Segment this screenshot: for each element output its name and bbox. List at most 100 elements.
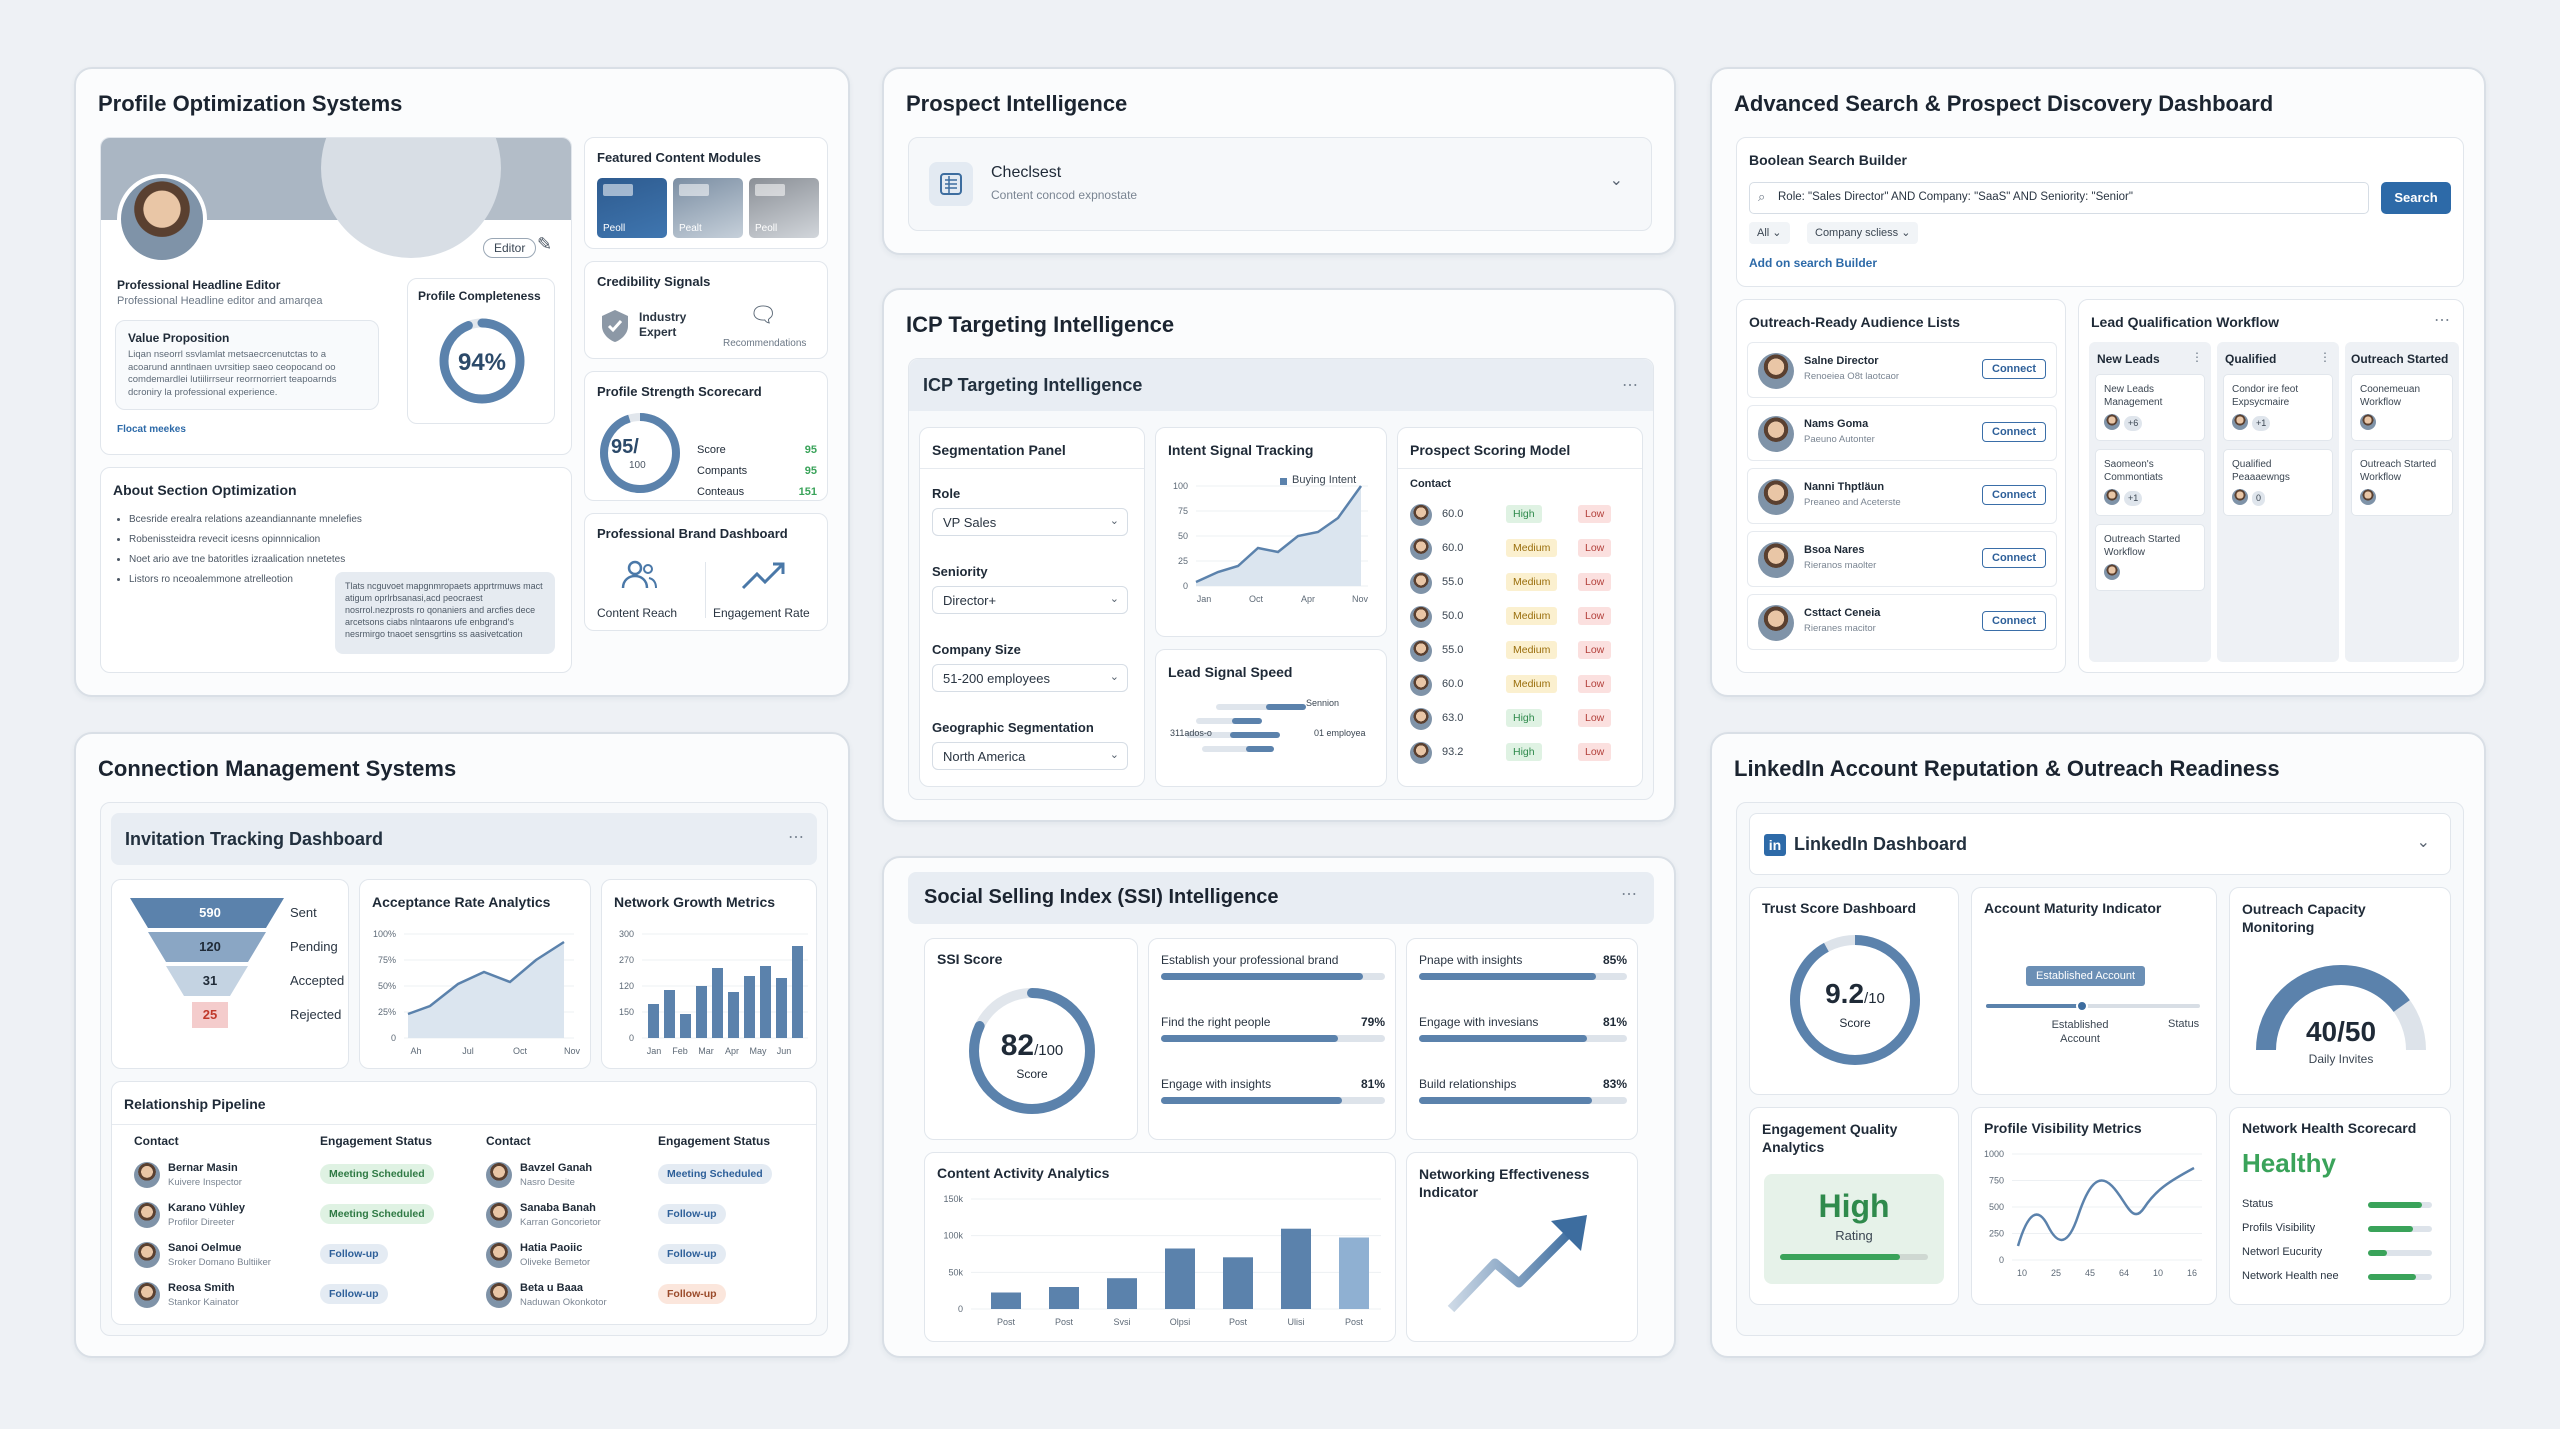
col-more-icon[interactable]: ⋮ bbox=[2191, 350, 2203, 364]
visibility-card: Profile Visibility Metrics 1000 750 500 250… bbox=[1971, 1107, 2217, 1305]
status-badge: Follow-up bbox=[320, 1284, 388, 1304]
x-tick: Nov bbox=[1352, 594, 1369, 604]
kanban-card-text: Outreach Started Workflow bbox=[2104, 534, 2181, 558]
table-row[interactable]: Beta u Baaa Naduwan Okonkotor Follow-up bbox=[486, 1278, 806, 1318]
seg-title: Segmentation Panel bbox=[932, 442, 1066, 458]
kanban-card[interactable]: New Leads Management +6 bbox=[2095, 374, 2205, 441]
value-link[interactable]: Flocat meekes bbox=[117, 424, 186, 435]
editor-badge[interactable]: Editor bbox=[483, 238, 537, 258]
growth-bar bbox=[712, 968, 723, 1038]
search-button[interactable]: Search bbox=[2381, 182, 2451, 214]
pipeline-title: Relationship Pipeline bbox=[124, 1096, 266, 1112]
table-row[interactable]: Karano Vühley Profilor Direeter Meeting Sc… bbox=[134, 1198, 474, 1238]
connect-button[interactable]: Connect bbox=[1982, 422, 2046, 442]
table-row[interactable]: Sanaba Banah Karran Goncorietor Follow-up bbox=[486, 1198, 806, 1238]
search-input[interactable]: ⌕ Role: "Sales Director" AND Company: "S… bbox=[1749, 182, 2369, 214]
more-options-icon[interactable]: ⋯ bbox=[1622, 377, 1639, 394]
kanban-card[interactable]: Coonemeuan Workflow bbox=[2351, 374, 2453, 441]
featured-thumbnail[interactable]: Pealt bbox=[673, 178, 743, 238]
seniority-select[interactable]: Director+ ⌄ bbox=[932, 586, 1128, 614]
scoring-row[interactable]: 60.0 High Low bbox=[1410, 500, 1634, 534]
more-options-icon[interactable]: ⋯ bbox=[788, 829, 805, 846]
avatar bbox=[1410, 674, 1432, 696]
connect-button[interactable]: Connect bbox=[1982, 359, 2046, 379]
seg-divider bbox=[920, 468, 1144, 469]
connect-button[interactable]: Connect bbox=[1982, 485, 2046, 505]
kanban-card[interactable]: Outreach Started Workflow bbox=[2351, 449, 2453, 516]
featured-thumbnail[interactable]: Peoll bbox=[597, 178, 667, 238]
ssi-score-label: Score bbox=[1016, 1067, 1048, 1081]
table-row[interactable]: Reosa Smith Stankor Kainator Follow-up bbox=[134, 1278, 474, 1318]
table-row[interactable]: Sanoi Oelmue Sroker Domano Bultiiker Follo… bbox=[134, 1238, 474, 1278]
ssi-metric-value: 81% bbox=[1602, 1015, 1627, 1029]
kanban-card[interactable]: Saomeon's Commontiats +1 bbox=[2095, 449, 2205, 516]
scoring-divider bbox=[1398, 468, 1642, 469]
maturity-knob[interactable] bbox=[2076, 1000, 2088, 1012]
scoring-row[interactable]: 60.0 Medium Low bbox=[1410, 534, 1634, 568]
col-more-icon[interactable]: ⋮ bbox=[2319, 350, 2331, 364]
speed-bars bbox=[1156, 696, 1388, 776]
scoring-row[interactable]: 50.0 Medium Low bbox=[1410, 602, 1634, 636]
invitation-tracking-card: Invitation Tracking Dashboard ⋯ 590 Sent 1… bbox=[100, 802, 828, 1336]
chevron-down-icon: ⌄ bbox=[1109, 749, 1119, 761]
table-row[interactable]: Hatia Paoiic Oliveke Bemetor Follow-up bbox=[486, 1238, 806, 1278]
kanban-card[interactable]: Outreach Started Workflow bbox=[2095, 524, 2205, 591]
table-row[interactable]: Bernar Masin Kuivere Inspector Meeting Sch… bbox=[134, 1158, 474, 1198]
filter-company[interactable]: Company scliess ⌄ bbox=[1807, 222, 1919, 244]
avatar bbox=[1758, 605, 1794, 641]
avatar bbox=[134, 1282, 160, 1308]
kanban-card[interactable]: Condor ire feot Expsycmaire +1 bbox=[2223, 374, 2333, 441]
featured-label: Pealt bbox=[679, 223, 702, 234]
geo-select[interactable]: North America ⌄ bbox=[932, 742, 1128, 770]
score-value: 93.2 bbox=[1442, 746, 1464, 758]
more-options-icon[interactable]: ⋯ bbox=[1621, 886, 1638, 903]
maturity-track bbox=[1986, 1004, 2200, 1008]
kanban-card[interactable]: Qualified Peaaaewngs 0 bbox=[2223, 449, 2333, 516]
strength-title: Profile Strength Scorecard bbox=[597, 384, 762, 399]
panel-title: ICP Targeting Intelligence bbox=[906, 312, 1175, 337]
profile-avatar[interactable] bbox=[117, 174, 207, 264]
size-select[interactable]: 51-200 employees ⌄ bbox=[932, 664, 1128, 692]
about-bullet: Noet ario ave tne batoritles izraalicati… bbox=[129, 550, 429, 570]
more-options-icon[interactable]: ⋯ bbox=[2434, 312, 2451, 329]
col2-title: Qualified bbox=[2225, 352, 2277, 366]
about-bullet: Bcesride erealra relations azeandiannant… bbox=[129, 510, 429, 530]
activity-bar bbox=[1107, 1278, 1137, 1309]
level-badge: Medium bbox=[1506, 573, 1558, 591]
size-label: Company Size bbox=[932, 642, 1021, 657]
scoring-rows: 60.0 High Low 60.0 Medium Low 55.0 Medium Low 50.… bbox=[1410, 500, 1634, 772]
activity-card: Content Activity Analytics 150k 100k 50k 0 P… bbox=[924, 1152, 1396, 1342]
chevron-down-icon[interactable]: ⌄ bbox=[2416, 834, 2430, 851]
add-builder-link[interactable]: Add on search Builder bbox=[1749, 256, 1878, 270]
scoring-row[interactable]: 63.0 High Low bbox=[1410, 704, 1634, 738]
score-value: 63.0 bbox=[1442, 712, 1464, 724]
prospect-item[interactable]: Checlsest Content concod expnostate ⌄ bbox=[908, 137, 1652, 231]
geo-label: Geographic Segmentation bbox=[932, 720, 1094, 735]
chevron-down-icon[interactable]: ⌄ bbox=[1609, 172, 1623, 189]
linkedin-dashboard-bar[interactable]: in LinkedIn Dashboard ⌄ bbox=[1749, 813, 2451, 875]
connect-button[interactable]: Connect bbox=[1982, 548, 2046, 568]
scoring-row[interactable]: 55.0 Medium Low bbox=[1410, 568, 1634, 602]
speed-track bbox=[1202, 746, 1262, 752]
search-icon: ⌕ bbox=[1758, 189, 1766, 204]
brand-dashboard-card: Professional Brand Dashboard Content Rea… bbox=[584, 513, 828, 631]
role-select[interactable]: VP Sales ⌄ bbox=[932, 508, 1128, 536]
y-tick: 25 bbox=[1178, 556, 1188, 566]
health-fill bbox=[2368, 1274, 2416, 1280]
avatar bbox=[134, 1202, 160, 1228]
scoring-row[interactable]: 60.0 Medium Low bbox=[1410, 670, 1634, 704]
funnel-label: Pending bbox=[290, 939, 338, 954]
speed-track bbox=[1216, 704, 1296, 710]
level-badge: Medium bbox=[1506, 641, 1558, 659]
y-tick: 750 bbox=[1989, 1176, 2004, 1186]
pencil-icon[interactable]: ✎ bbox=[537, 234, 553, 254]
maturity-badge: Established Account bbox=[2026, 966, 2146, 986]
scoring-row[interactable]: 93.2 High Low bbox=[1410, 738, 1634, 772]
connect-button[interactable]: Connect bbox=[1982, 611, 2046, 631]
table-row[interactable]: Bavzel Ganah Nasro Desite Meeting Schedule… bbox=[486, 1158, 806, 1198]
scoring-row[interactable]: 55.0 Medium Low bbox=[1410, 636, 1634, 670]
filter-all[interactable]: All ⌄ bbox=[1749, 222, 1790, 244]
activity-chart: 150k 100k 50k 0 Post Post Svsi Olpsi Post Ulisi Po… bbox=[943, 1194, 1381, 1327]
featured-thumbnail[interactable]: Peoll bbox=[749, 178, 819, 238]
x-tick: Apr bbox=[1301, 594, 1315, 604]
